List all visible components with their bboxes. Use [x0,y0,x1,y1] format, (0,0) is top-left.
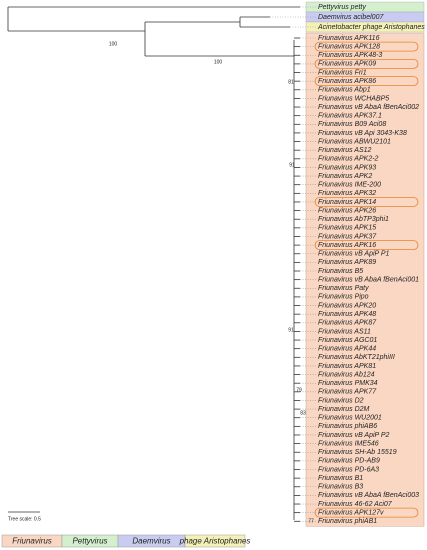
leaf-label: Friunavirus APK44 [318,346,376,353]
leaf-label: Daemvirus acibel007 [318,14,384,21]
leaf-label: Friunavirus APK128 [318,43,380,50]
leaf-label: Friunavirus AS11 [318,328,371,335]
leaf-label: Friunavirus APK77 [318,389,377,396]
leaf-label: Friunavirus PMK34 [318,380,378,387]
leaf-label: Friunavirus AS12 [318,147,372,154]
leaf-label: Friunavirus B1 [318,475,363,482]
highlight-outline [314,240,419,251]
leaf-label: Friunavirus Fri1 [318,69,367,76]
legend-label: phage Aristophanes [179,537,251,546]
leaf-label: Friunavirus vB Api 3043-K38 [318,130,407,137]
leaf-label: Friunavirus APK16 [318,242,376,249]
leaf-label: Friunavirus ABWU2101 [318,138,391,145]
highlight-outline [314,197,419,207]
leaf-label: Friunavirus Paty [318,285,369,292]
leaf-label: Friunavirus WCHABP5 [318,95,389,102]
leaf-label: Friunavirus APK15 [318,225,376,232]
legend-label: Pettyvirus [72,537,107,546]
leaf-label: Friunavirus B5 [318,268,363,275]
leaf-label: Pettyvirus petty [318,4,366,11]
leaf-label: Friunavirus APK20 [318,302,376,309]
highlight-outline [314,76,419,87]
leaf-label: Friunavirus B09 Aci08 [318,121,386,128]
leaf-label: Friunavirus vB AbaA fBenAci002 [318,104,419,111]
leaf-label: Friunavirus APK87 [318,320,377,327]
highlight-outline [314,507,419,518]
bootstrap-value: 100 [109,41,118,47]
bootstrap-value: 100 [214,59,223,65]
legend-label: Friunavirus [12,537,52,546]
leaf-label: Friunavirus APK81 [318,363,376,370]
leaf-label: Friunavirus Pipo [318,294,369,301]
highlight-outline [314,41,419,52]
leaf-label: Friunavirus SH-Ab 15519 [318,449,397,456]
leaf-label: Friunavirus AbKT21phiIII [318,354,395,361]
leaf-label: Friunavirus phiAB6 [318,423,377,430]
legend-label: Daemvirus [132,537,170,546]
leaf-label: Friunavirus IME-200 [318,182,381,189]
bootstrap-value: 81 [288,79,294,85]
leaf-label: Friunavirus APK2 [318,173,372,180]
leaf-label: Friunavirus IME546 [318,440,379,447]
bootstrap-value: 91 [289,162,295,168]
leaf-label: Acinetobacter phage Aristophanes [317,24,425,31]
leaf-label: Friunavirus PD-AB9 [318,458,380,465]
leaf-label: Friunavirus vB ApiP P2 [318,432,390,439]
leaf-label: Friunavirus AGC01 [318,337,377,344]
leaf-label: Friunavirus vB AbaA fBenAci003 [318,492,419,499]
tree-branches [7,6,300,520]
leaf-label: Friunavirus APK86 [318,78,376,85]
legend-swatch [184,534,246,548]
leaf-label: Friunavirus APK09 [318,61,376,68]
leaf-label: Friunavirus APK37.1 [318,113,382,120]
leaf-label: Friunavirus vB AbaA fBenAci001 [318,276,419,283]
leaf-label: Friunavirus Ab124 [318,371,375,378]
leaf-label: Friunavirus APK2-2 [318,156,379,163]
leaf-label: Friunavirus APK48-3 [318,52,382,59]
leaf-label: Friunavirus PD-6A3 [318,466,379,473]
leaf-label: Friunavirus APK37 [318,233,377,240]
group-background [305,32,425,527]
bootstrap-value: 79 [296,387,302,393]
bootstrap-value: 83 [300,410,306,416]
leaf-label: Friunavirus WU2001 [318,415,382,422]
leaf-label: Friunavirus Abp1 [318,87,371,94]
bootstrap-value: 77 [308,518,314,524]
leaf-label: Friunavirus APK93 [318,164,376,171]
leaf-label: Friunavirus APK116 [318,35,380,42]
leaf-label: Friunavirus phiAB1 [318,518,377,525]
leaf-label: Friunavirus D2M [318,406,370,413]
leaf-label: Friunavirus vB ApiP P1 [318,251,390,258]
leaf-label: Friunavirus B3 [318,484,363,491]
leaf-label: Friunavirus APK32 [318,190,376,197]
leaf-label: Friunavirus APK14 [318,199,376,206]
highlight-outline [314,58,419,69]
leaf-label: Friunavirus APK89 [318,259,376,266]
leaf-label: Friunavirus 46-62 Aci07 [318,501,393,508]
leaf-label: Friunavirus AbTP3phi1 [318,216,389,223]
leaf-label: Friunavirus D2 [318,397,364,404]
bootstrap-value: 91 [288,327,294,333]
leaf-label: Friunavirus APK48 [318,311,376,318]
leaf-label: Friunavirus APK127v [318,509,384,516]
leaf-label: Friunavirus APK26 [318,207,376,214]
tree-scale: Tree scale: 0.5 [8,516,41,522]
